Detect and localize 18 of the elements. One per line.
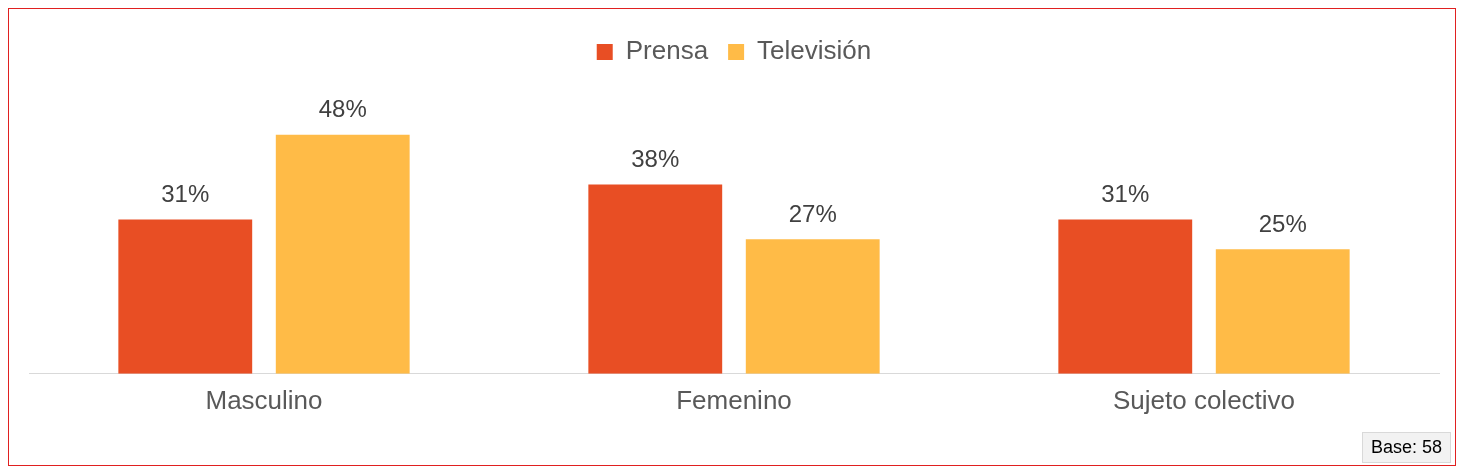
x-tick-label: Masculino bbox=[205, 384, 323, 415]
data-label: 31% bbox=[1101, 180, 1150, 208]
data-label: 27% bbox=[788, 199, 837, 227]
bar bbox=[275, 134, 410, 374]
text: Base: 58 bbox=[1361, 432, 1451, 463]
bar bbox=[1058, 219, 1193, 374]
bar bbox=[118, 219, 253, 374]
data-label: 48% bbox=[318, 95, 367, 123]
data-label: 38% bbox=[631, 145, 680, 173]
data-label: 25% bbox=[1258, 209, 1307, 237]
bar bbox=[745, 239, 880, 374]
legend-label: Televisión bbox=[757, 35, 872, 66]
x-tick-label: Femenino bbox=[676, 384, 792, 415]
bar bbox=[1215, 249, 1350, 374]
bar bbox=[588, 184, 723, 374]
data-label: 31% bbox=[161, 180, 210, 208]
legend-label: Prensa bbox=[625, 35, 709, 66]
x-tick-label: Sujeto colectivo bbox=[1112, 384, 1296, 415]
